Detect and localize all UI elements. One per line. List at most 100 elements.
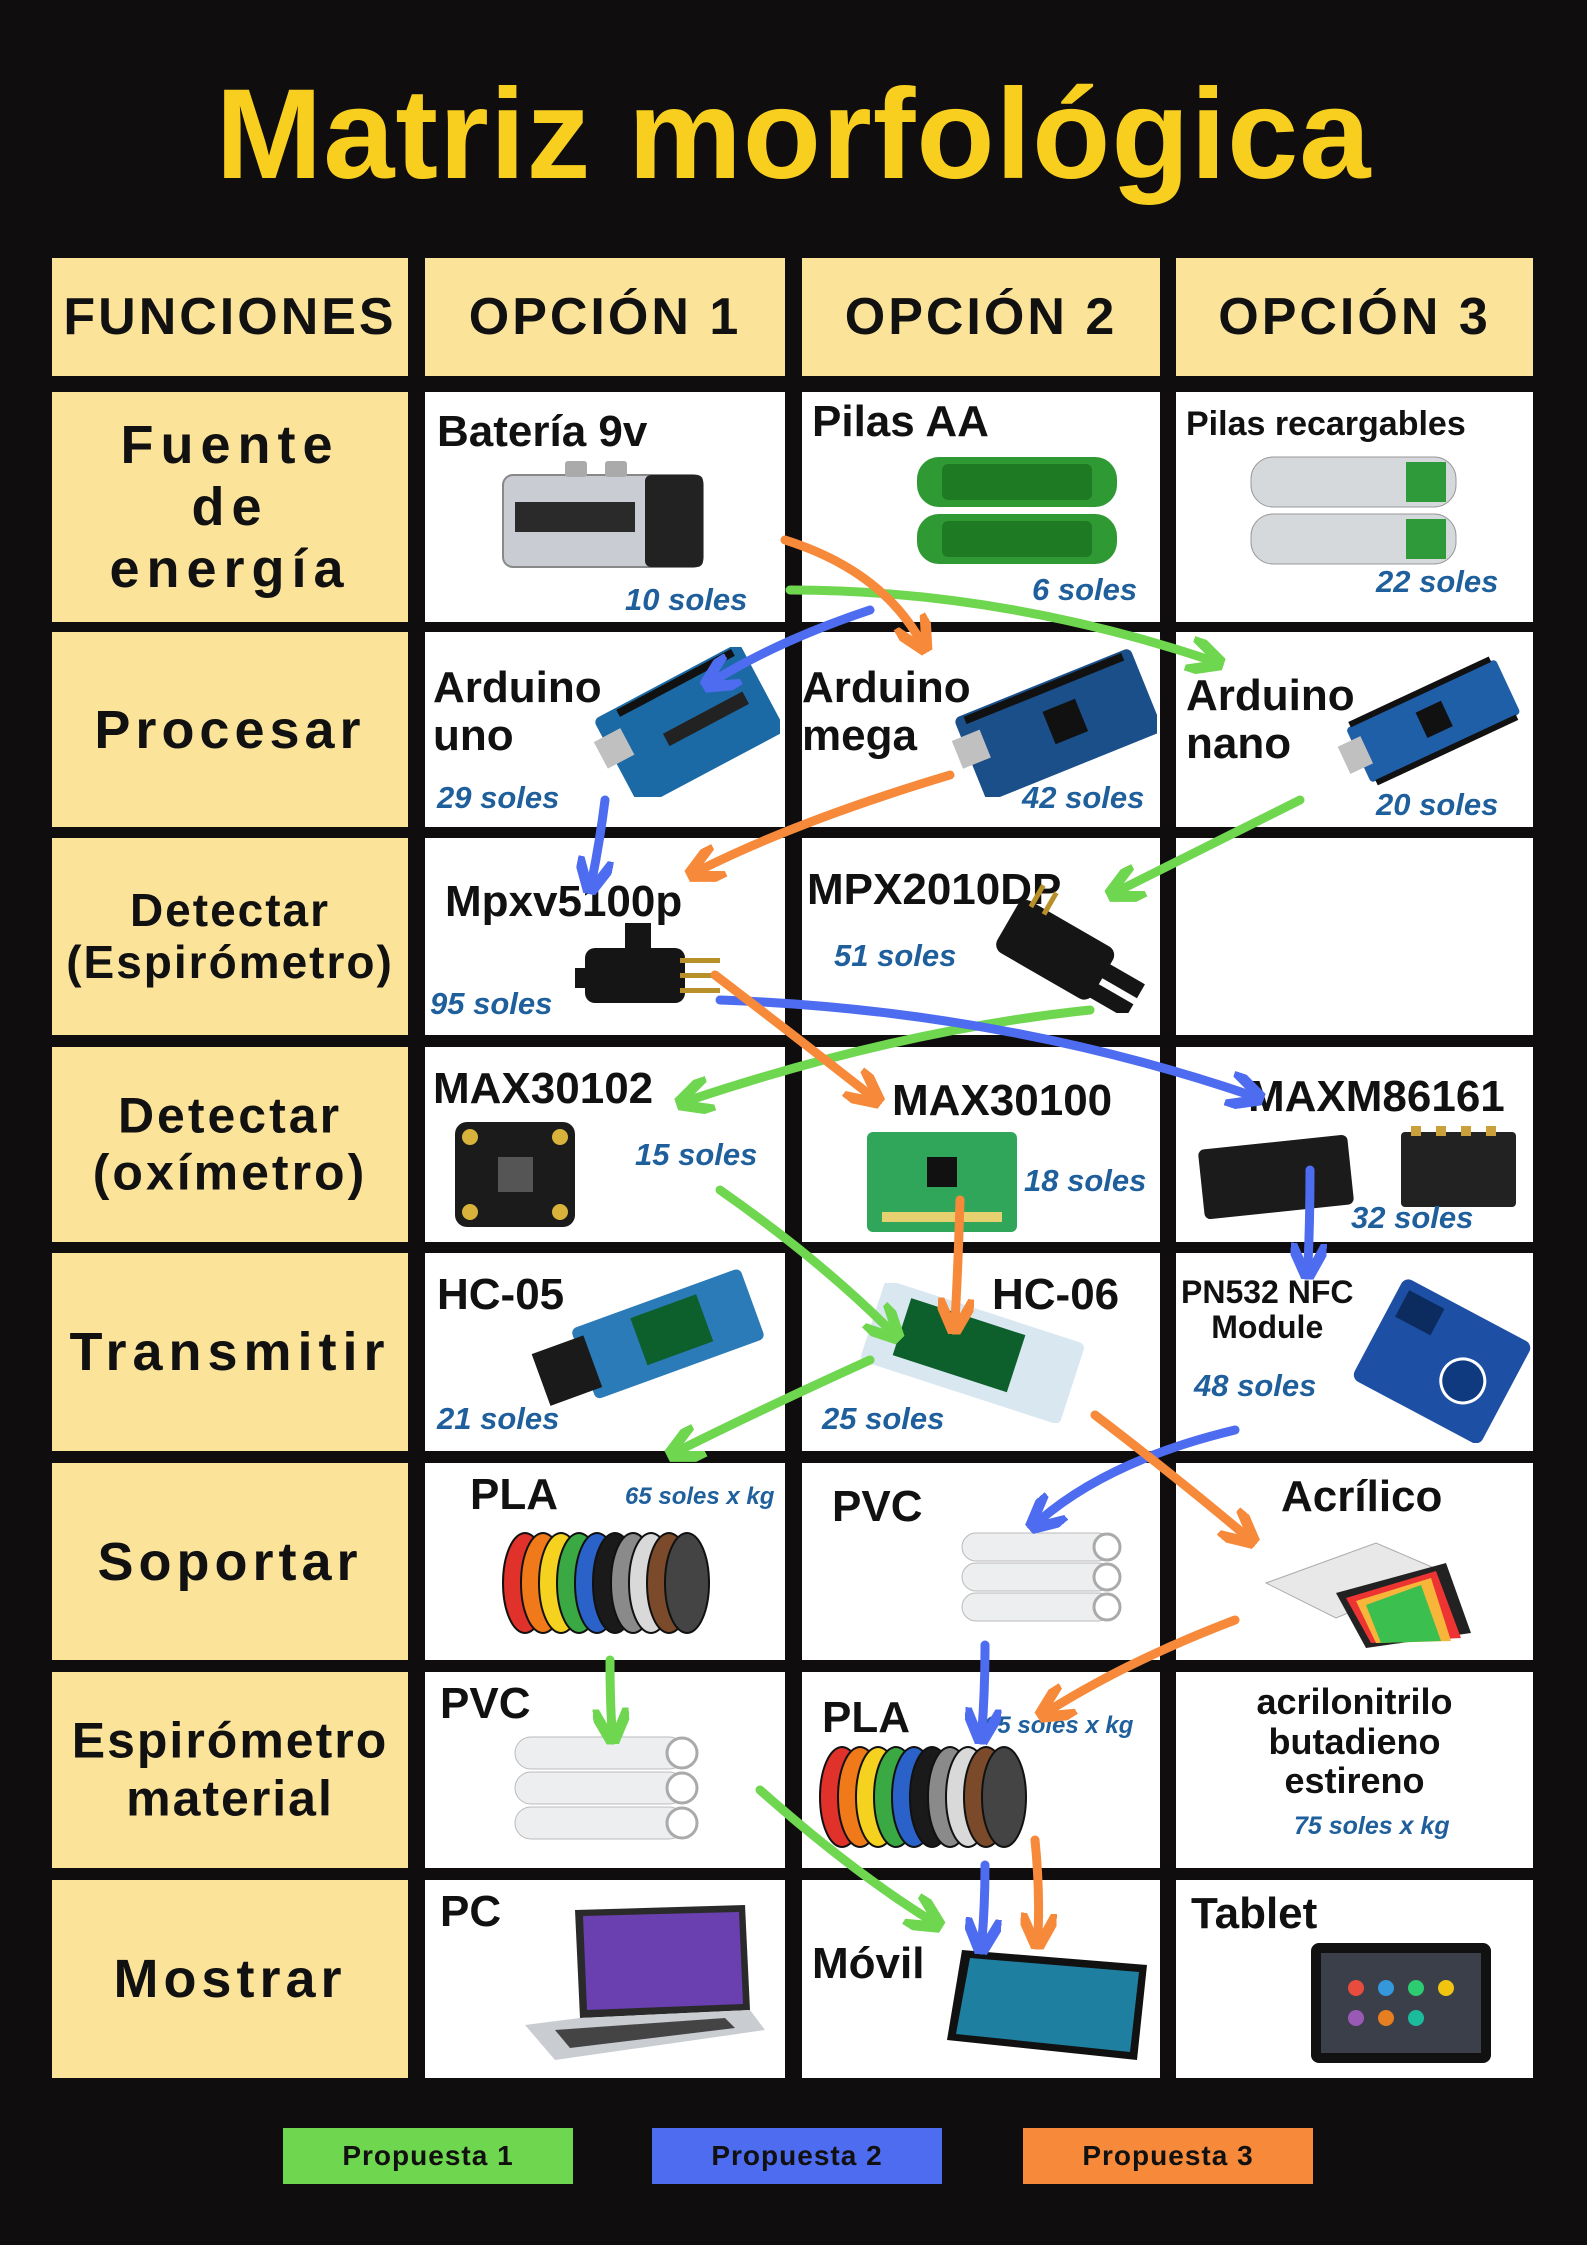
- function-label: Detectar (oxímetro): [92, 1087, 368, 1201]
- function-detectar-espirometro: Detectar (Espirómetro): [52, 838, 408, 1035]
- arduino-nano-icon: [1337, 656, 1520, 786]
- arduino-uno-icon: [593, 647, 780, 797]
- option-name: Móvil: [812, 1939, 925, 1988]
- option-name: PVC: [832, 1482, 923, 1531]
- option-pc[interactable]: PC: [425, 1880, 785, 2078]
- option-name: PVC: [440, 1679, 531, 1728]
- option-movil[interactable]: Móvil: [802, 1880, 1160, 2078]
- tablet-icon: [1311, 1943, 1491, 2063]
- oximeter-module-icon: [455, 1122, 575, 1227]
- legend-propuesta-1: Propuesta 1: [283, 2128, 573, 2184]
- header-opcion-3-label: OPCIÓN 3: [1218, 288, 1491, 346]
- option-price: 42 soles: [1022, 780, 1145, 815]
- option-price: 15 soles: [635, 1137, 758, 1172]
- option-pla-material[interactable]: PLA 65 soles x kg: [802, 1672, 1160, 1868]
- option-price: 65 soles x kg: [625, 1483, 775, 1510]
- function-detectar-oximetro: Detectar (oxímetro): [52, 1047, 408, 1242]
- function-transmitir: Transmitir: [52, 1253, 408, 1451]
- function-label: Soportar: [97, 1531, 363, 1592]
- filament-spools-icon: [819, 1746, 1027, 1848]
- option-mpx2010dp[interactable]: MPX2010DP 51 soles: [802, 838, 1160, 1035]
- option-tablet[interactable]: Tablet: [1176, 1880, 1533, 2078]
- option-mpxv5100p[interactable]: Mpxv5100p 95 soles: [425, 838, 785, 1035]
- header-opcion-2-label: OPCIÓN 2: [844, 288, 1118, 346]
- option-empty: [1176, 838, 1533, 1035]
- option-price: 20 soles: [1376, 787, 1499, 822]
- function-procesar: Procesar: [52, 632, 408, 827]
- option-name: PLA: [470, 1470, 558, 1519]
- option-pvc-material[interactable]: PVC: [425, 1672, 785, 1868]
- option-pvc-soportar[interactable]: PVC: [802, 1463, 1160, 1660]
- option-pilas-recargables[interactable]: Pilas recargables 22 soles: [1176, 392, 1533, 622]
- function-soportar: Soportar: [52, 1463, 408, 1660]
- pvc-pipes-icon: [514, 1736, 699, 1840]
- option-price: 95 soles: [430, 986, 553, 1021]
- option-arduino-nano[interactable]: Arduino nano 20 soles: [1176, 632, 1533, 827]
- option-abs[interactable]: acrilonitrilo butadieno estireno 75 sole…: [1176, 1672, 1533, 1868]
- filament-spools-icon: [502, 1532, 710, 1634]
- option-name: HC-06: [992, 1270, 1120, 1319]
- function-fuente-energia: Fuente de energía: [52, 392, 408, 622]
- legend-label: Propuesta 2: [711, 2140, 883, 2171]
- option-bateria-9v[interactable]: Batería 9v 10 soles: [425, 392, 785, 622]
- option-hc-05[interactable]: HC-05 21 soles: [425, 1253, 785, 1451]
- laptop-icon: [525, 1905, 765, 2060]
- option-price: 75 soles x kg: [1294, 1812, 1450, 1840]
- option-price: 18 soles: [1024, 1163, 1147, 1198]
- option-max30102[interactable]: MAX30102 15 soles: [425, 1047, 785, 1242]
- option-price: 51 soles: [834, 938, 957, 973]
- option-name: MAX30102: [433, 1064, 654, 1113]
- option-arduino-uno[interactable]: Arduino uno 29 soles: [425, 632, 785, 827]
- pressure-sensor-icon: [575, 923, 720, 1003]
- option-name: Arduino mega: [802, 663, 971, 761]
- option-name: MAX30100: [892, 1076, 1113, 1125]
- acrylic-sheets-icon: [1264, 1542, 1471, 1648]
- option-hc-06[interactable]: HC-06 25 soles: [802, 1253, 1160, 1451]
- option-acrilico[interactable]: Acrílico: [1176, 1463, 1533, 1660]
- option-name: acrilonitrilo butadieno estireno: [1256, 1681, 1453, 1802]
- rechargeable-batteries-icon: [1250, 456, 1457, 565]
- page-title: Matriz morfológica: [215, 63, 1372, 206]
- option-name: MAXM86161: [1248, 1072, 1505, 1121]
- function-label: Fuente de energía: [109, 414, 351, 600]
- oximeter-module-icon: [867, 1132, 1017, 1232]
- option-price: 29 soles: [437, 780, 560, 815]
- option-name: PC: [440, 1887, 502, 1936]
- option-name: Acrílico: [1281, 1472, 1443, 1521]
- option-price: 25 soles: [822, 1401, 945, 1436]
- option-price: 48 soles: [1194, 1368, 1317, 1403]
- function-espirometro-material: Espirómetro material: [52, 1672, 408, 1868]
- header-funciones: FUNCIONES: [52, 258, 408, 376]
- option-price: 65 soles x kg: [984, 1712, 1134, 1739]
- nfc-module-icon: [1353, 1279, 1531, 1443]
- option-name: Pilas recargables: [1186, 405, 1466, 443]
- bluetooth-module-icon: [861, 1283, 1084, 1423]
- function-label: Mostrar: [113, 1948, 347, 2009]
- header-opcion-1-label: OPCIÓN 1: [468, 288, 742, 346]
- option-price: 10 soles: [625, 582, 748, 617]
- header-funciones-label: FUNCIONES: [63, 288, 397, 346]
- option-price: 6 soles: [1032, 572, 1138, 607]
- legend-label: Propuesta 1: [342, 2140, 514, 2171]
- option-name: HC-05: [437, 1270, 565, 1319]
- option-pilas-aa[interactable]: Pilas AA 6 soles: [802, 392, 1160, 622]
- legend-propuesta-3: Propuesta 3: [1023, 2128, 1313, 2184]
- option-name: Batería 9v: [437, 407, 648, 456]
- option-price: 21 soles: [437, 1401, 560, 1436]
- filament-spool: [981, 1746, 1027, 1848]
- option-max30100[interactable]: MAX30100 18 soles: [802, 1047, 1160, 1242]
- option-name: PN532 NFC Module: [1181, 1274, 1354, 1346]
- function-mostrar: Mostrar: [52, 1880, 408, 2078]
- option-name: Arduino nano: [1186, 671, 1355, 769]
- option-pla-soportar[interactable]: PLA 65 soles x kg: [425, 1463, 785, 1660]
- aa-batteries-icon: [917, 457, 1117, 564]
- option-pn532-nfc[interactable]: PN532 NFC Module 48 soles: [1176, 1253, 1533, 1451]
- option-maxm86161[interactable]: MAXM86161 32 soles: [1176, 1047, 1533, 1242]
- option-name: Arduino uno: [433, 663, 602, 761]
- option-arduino-mega[interactable]: Arduino mega 42 soles: [802, 632, 1160, 827]
- pvc-pipes-icon: [961, 1532, 1122, 1622]
- header-opcion-2: OPCIÓN 2: [802, 258, 1160, 376]
- option-name: Tablet: [1191, 1889, 1318, 1938]
- option-name: Pilas AA: [812, 397, 989, 446]
- header-opcion-1: OPCIÓN 1: [425, 258, 785, 376]
